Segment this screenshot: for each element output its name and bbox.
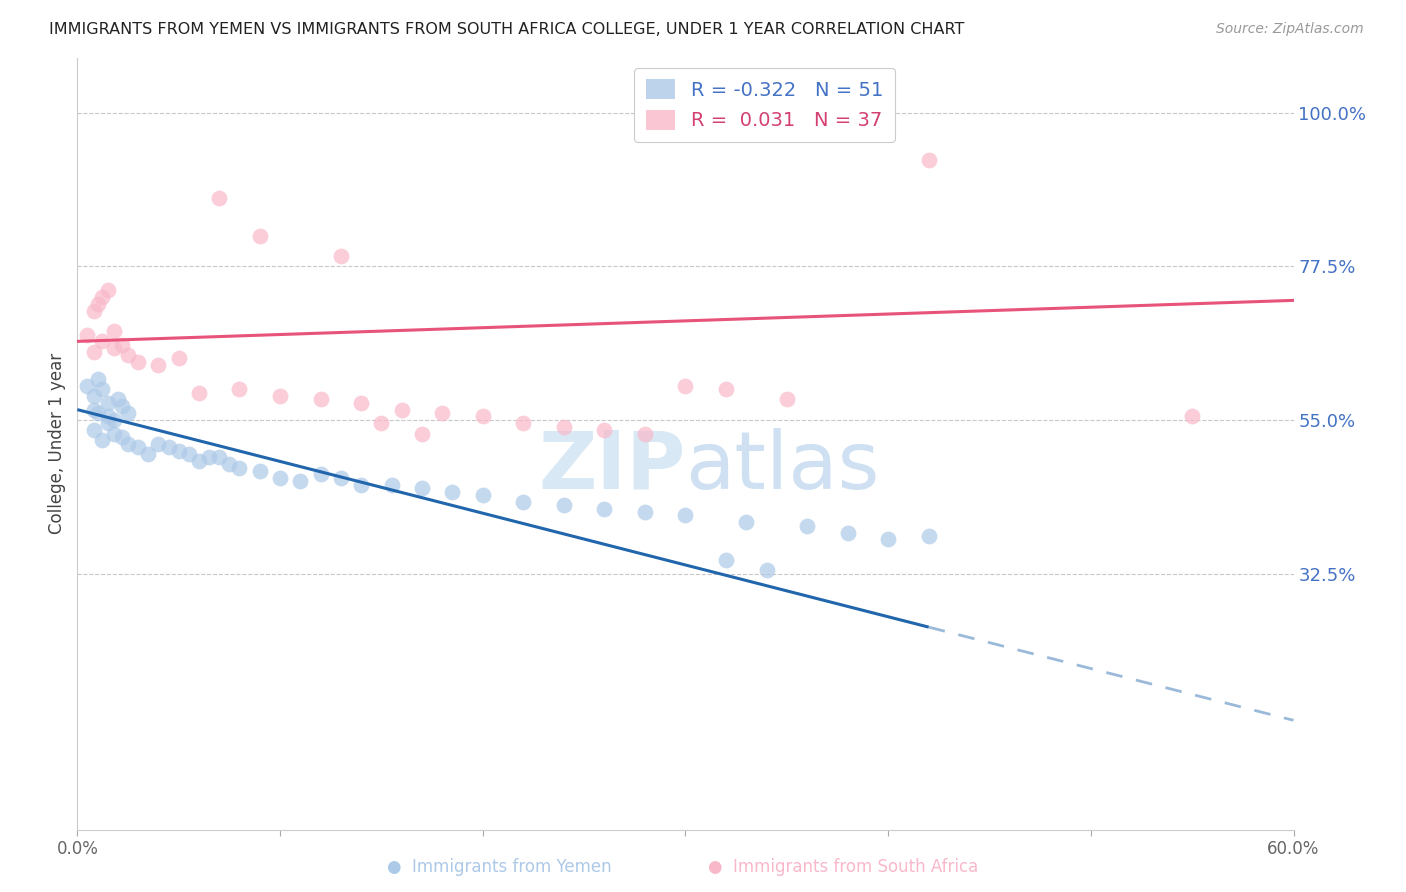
Point	[776, 126, 799, 140]
Point	[188, 385, 211, 400]
Text: atlas: atlas	[686, 428, 880, 506]
Point	[249, 464, 271, 478]
Point	[83, 402, 105, 417]
Point	[918, 153, 941, 168]
Point	[675, 508, 697, 523]
Point	[97, 283, 120, 297]
Point	[735, 516, 758, 530]
Point	[776, 392, 799, 407]
Text: ZIP: ZIP	[538, 428, 686, 506]
Point	[90, 290, 112, 304]
Point	[634, 505, 657, 519]
Point	[117, 348, 139, 362]
Point	[83, 303, 105, 318]
Point	[111, 430, 134, 444]
Point	[208, 191, 231, 205]
Point	[350, 477, 373, 491]
Point	[111, 399, 134, 413]
Point	[90, 382, 112, 396]
Point	[309, 467, 332, 482]
Point	[714, 553, 737, 567]
Point	[249, 228, 271, 243]
Point	[796, 518, 818, 533]
Point	[553, 498, 575, 512]
Point	[83, 423, 105, 437]
Point	[76, 327, 98, 342]
Point	[329, 249, 352, 263]
Point	[136, 447, 159, 461]
Point	[918, 529, 941, 543]
Point	[127, 440, 149, 454]
Point	[127, 355, 149, 369]
Point	[83, 344, 105, 359]
Point	[157, 440, 180, 454]
Point	[593, 501, 616, 516]
Point	[441, 484, 464, 499]
Point	[714, 382, 737, 396]
Point	[471, 488, 494, 502]
Point	[97, 409, 120, 424]
Point	[167, 351, 190, 366]
Point	[380, 477, 402, 491]
Point	[675, 378, 697, 392]
Point	[198, 450, 221, 465]
Y-axis label: College, Under 1 year: College, Under 1 year	[48, 353, 66, 534]
Legend: R = -0.322   N = 51, R =  0.031   N = 37: R = -0.322 N = 51, R = 0.031 N = 37	[634, 68, 894, 142]
Point	[83, 389, 105, 403]
Point	[350, 396, 373, 410]
Point	[117, 406, 139, 420]
Point	[148, 436, 170, 450]
Point	[103, 426, 125, 441]
Point	[188, 454, 211, 468]
Point	[228, 460, 250, 475]
Point	[290, 475, 312, 489]
Point	[76, 378, 98, 392]
Point	[97, 396, 120, 410]
Text: IMMIGRANTS FROM YEMEN VS IMMIGRANTS FROM SOUTH AFRICA COLLEGE, UNDER 1 YEAR CORR: IMMIGRANTS FROM YEMEN VS IMMIGRANTS FROM…	[49, 22, 965, 37]
Point	[228, 382, 250, 396]
Point	[837, 525, 859, 540]
Point	[309, 392, 332, 407]
Text: ●  Immigrants from Yemen: ● Immigrants from Yemen	[387, 858, 612, 876]
Point	[512, 417, 534, 431]
Point	[90, 434, 112, 448]
Point	[471, 409, 494, 424]
Point	[103, 341, 125, 355]
Point	[111, 338, 134, 352]
Point	[97, 417, 120, 431]
Point	[430, 406, 453, 420]
Point	[411, 481, 433, 495]
Point	[90, 334, 112, 349]
Point	[218, 457, 240, 471]
Text: ●  Immigrants from South Africa: ● Immigrants from South Africa	[709, 858, 979, 876]
Point	[593, 423, 616, 437]
Point	[877, 533, 900, 547]
Point	[103, 413, 125, 427]
Point	[329, 471, 352, 485]
Point	[86, 372, 108, 386]
Point	[177, 447, 200, 461]
Point	[86, 297, 108, 311]
Point	[107, 392, 129, 407]
Point	[370, 417, 392, 431]
Point	[269, 389, 291, 403]
Point	[208, 450, 231, 465]
Point	[1181, 409, 1204, 424]
Point	[269, 471, 291, 485]
Point	[86, 406, 108, 420]
Point	[391, 402, 413, 417]
Point	[148, 358, 170, 372]
Point	[755, 563, 778, 577]
Point	[634, 426, 657, 441]
Point	[167, 443, 190, 458]
Point	[512, 495, 534, 509]
Point	[411, 426, 433, 441]
Point	[553, 419, 575, 434]
Point	[117, 436, 139, 450]
Text: Source: ZipAtlas.com: Source: ZipAtlas.com	[1216, 22, 1364, 37]
Point	[103, 324, 125, 338]
